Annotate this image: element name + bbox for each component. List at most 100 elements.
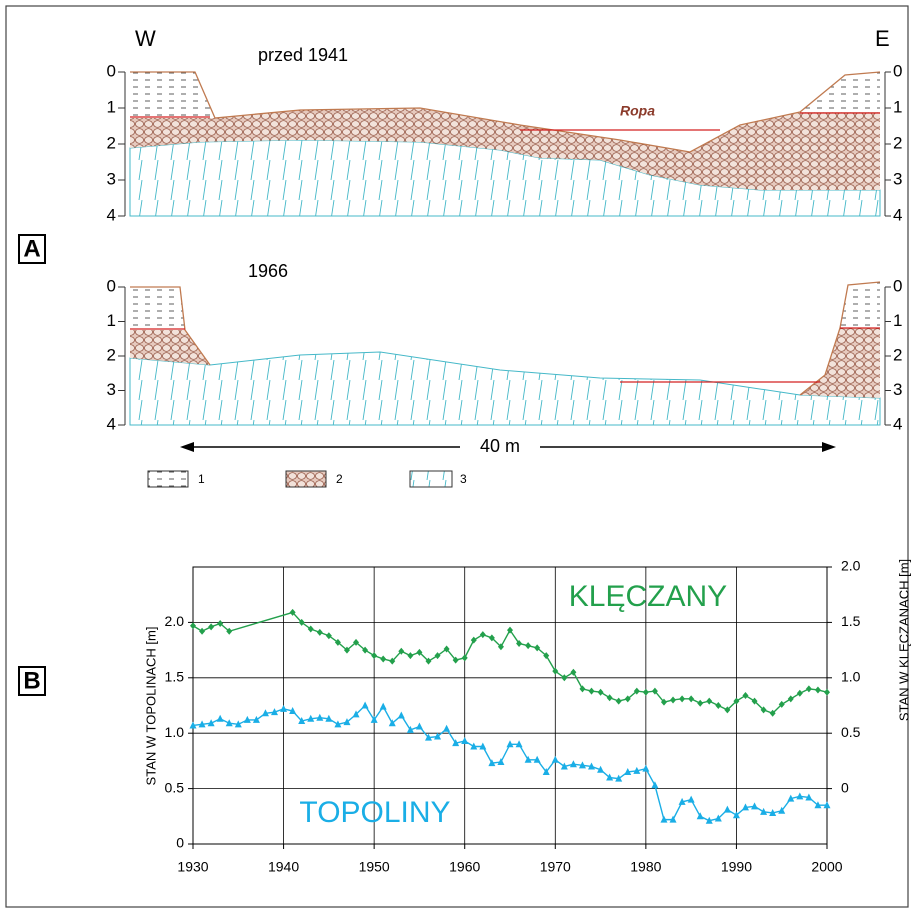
depth-label: 1	[893, 311, 902, 330]
marker	[497, 643, 504, 651]
y2-tick-label: 2.0	[841, 558, 861, 574]
depth-label: 3	[893, 380, 902, 399]
marker	[488, 634, 495, 642]
marker	[678, 797, 686, 805]
y-tick-label: 1.5	[165, 669, 185, 685]
marker	[316, 713, 324, 721]
depth-label: 3	[893, 169, 902, 188]
marker	[578, 761, 586, 769]
marker	[461, 736, 469, 744]
panel-label: A	[23, 235, 40, 262]
marker	[669, 815, 677, 823]
marker	[651, 687, 658, 695]
marker	[732, 811, 740, 819]
marker	[805, 793, 813, 801]
oil-label: Ropa	[620, 103, 655, 119]
marker	[588, 762, 596, 770]
marker	[687, 795, 695, 803]
marker	[307, 714, 315, 722]
depth-label: 0	[107, 276, 116, 295]
marker	[706, 697, 713, 705]
x-tick-label: 1950	[359, 859, 390, 875]
x-tick-label: 1980	[630, 859, 661, 875]
y-axis-label: STAN W TOPOLINACH [m]	[143, 627, 158, 786]
section-before	[124, 71, 886, 217]
marker	[425, 657, 432, 665]
marker	[787, 695, 794, 703]
marker	[252, 715, 260, 723]
marker	[199, 627, 206, 635]
marker	[307, 625, 314, 633]
marker	[615, 697, 622, 705]
marker	[352, 710, 360, 718]
depth-label: 2	[893, 133, 902, 152]
marker	[696, 812, 704, 820]
west-label: W	[135, 26, 156, 51]
marker	[823, 801, 831, 809]
marker	[624, 695, 631, 703]
marker	[271, 708, 279, 716]
marker	[325, 714, 333, 722]
marker	[280, 704, 288, 712]
marker	[416, 648, 423, 656]
marker	[298, 618, 305, 626]
marker	[796, 792, 804, 800]
y2-tick-label: 0.5	[841, 724, 861, 740]
series-label: TOPOLINY	[299, 796, 450, 829]
marker	[479, 742, 487, 750]
marker	[243, 715, 251, 723]
marker	[470, 742, 478, 750]
marker	[660, 815, 668, 823]
marker	[760, 706, 767, 714]
x-tick-label: 2000	[811, 859, 842, 875]
marker	[660, 698, 667, 706]
marker	[606, 694, 613, 702]
panel-box	[18, 666, 46, 696]
marker	[443, 724, 451, 732]
depth-label: 0	[893, 276, 902, 295]
marker	[452, 739, 460, 747]
section-after	[124, 281, 886, 426]
marker	[824, 688, 830, 696]
marker	[542, 767, 550, 775]
marker	[298, 717, 306, 725]
marker	[343, 718, 351, 726]
marker	[398, 647, 405, 655]
marker	[325, 632, 332, 640]
marker	[362, 646, 369, 654]
legend-swatch	[147, 470, 189, 488]
plot-frame	[192, 566, 828, 845]
marker	[207, 719, 215, 727]
series-line	[192, 704, 827, 822]
section-title: przed 1941	[258, 45, 348, 65]
marker	[289, 707, 297, 715]
marker	[570, 668, 577, 676]
x-tick-label: 1940	[268, 859, 299, 875]
marker	[569, 760, 577, 768]
marker	[415, 722, 423, 730]
marker	[697, 699, 704, 707]
marker	[814, 801, 822, 809]
marker	[380, 655, 387, 663]
marker	[534, 644, 541, 652]
depth-label: 3	[107, 380, 116, 399]
legend-label: 2	[336, 472, 343, 486]
marker	[216, 714, 224, 722]
marker	[506, 740, 514, 748]
marker	[560, 762, 568, 770]
marker	[515, 740, 523, 748]
marker	[715, 702, 722, 709]
marker	[334, 638, 341, 646]
marker	[778, 700, 785, 708]
marker	[733, 697, 740, 705]
marker	[723, 805, 731, 813]
marker	[679, 695, 686, 703]
marker	[370, 715, 378, 723]
depth-label: 2	[893, 345, 902, 364]
marker	[787, 794, 795, 802]
marker	[507, 626, 513, 634]
marker	[434, 652, 441, 660]
marker	[407, 652, 414, 660]
depth-label: 1	[107, 97, 116, 116]
